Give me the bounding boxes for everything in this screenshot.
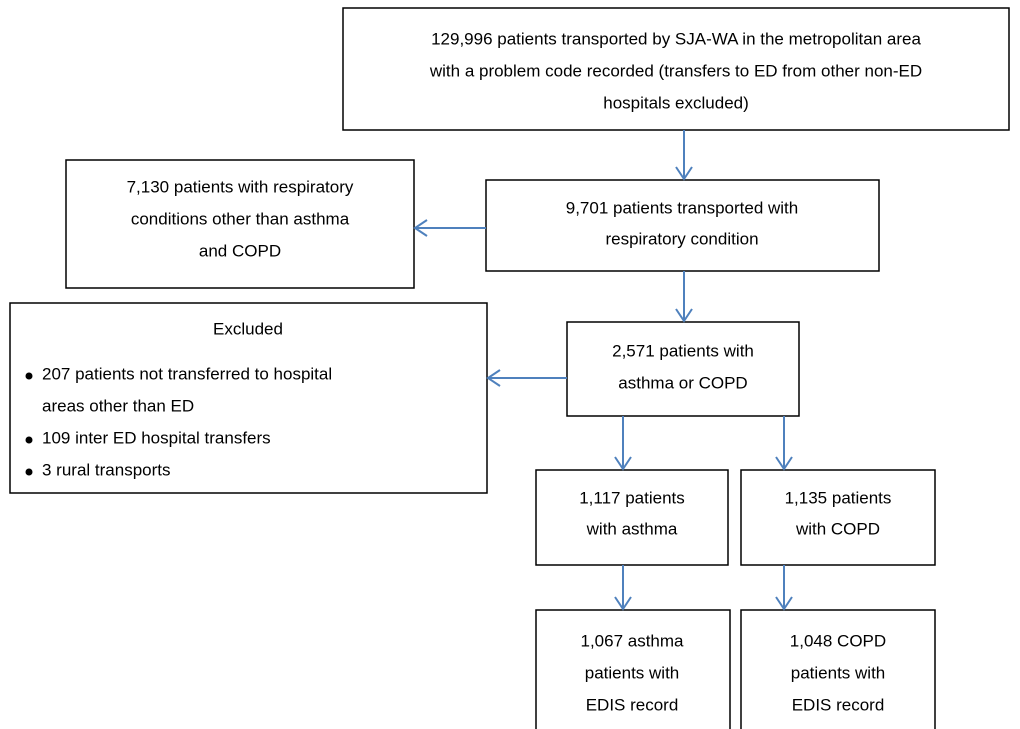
node-text: and COPD xyxy=(199,241,281,260)
node-text: EDIS record xyxy=(586,695,679,714)
arrow xyxy=(675,271,693,323)
node-text: 1,067 asthma xyxy=(580,631,684,650)
box xyxy=(535,609,731,729)
node-text: hospitals excluded) xyxy=(603,93,749,112)
box xyxy=(65,159,415,289)
node-text: patients with xyxy=(791,663,886,682)
node-text: with asthma xyxy=(586,519,678,538)
node-text: 9,701 patients transported with xyxy=(566,198,798,217)
arrow xyxy=(775,416,793,471)
node-text: 2,571 patients with xyxy=(612,341,754,360)
box xyxy=(740,609,936,729)
node-text: 1,135 patients xyxy=(785,488,892,507)
arrow xyxy=(775,565,793,611)
node-text: 7,130 patients with respiratory xyxy=(127,177,354,196)
bullet xyxy=(25,468,33,476)
excluded-title: Excluded xyxy=(213,319,283,338)
excluded-item: 3 rural transports xyxy=(42,460,171,479)
excluded-item: 109 inter ED hospital transfers xyxy=(42,428,271,447)
node-text: with COPD xyxy=(795,519,880,538)
node-text: with a problem code recorded (transfers … xyxy=(429,61,922,80)
bullet xyxy=(25,436,33,444)
arrow xyxy=(614,565,632,611)
node-text: asthma or COPD xyxy=(618,373,747,392)
arrow xyxy=(675,130,693,181)
box xyxy=(9,302,488,494)
box xyxy=(535,469,729,566)
node-text: 1,048 COPD xyxy=(790,631,886,650)
arrow xyxy=(413,219,486,237)
node-text: respiratory condition xyxy=(605,229,758,248)
arrow xyxy=(614,416,632,471)
box xyxy=(485,179,880,272)
box xyxy=(566,321,800,417)
arrow xyxy=(486,369,567,387)
excluded-item: areas other than ED xyxy=(42,396,194,415)
box xyxy=(342,7,1010,131)
excluded-item: 207 patients not transferred to hospital xyxy=(42,364,332,383)
node-text: 1,117 patients xyxy=(579,488,685,507)
bullet xyxy=(25,372,33,380)
node-text: 129,996 patients transported by SJA-WA i… xyxy=(431,29,921,48)
node-text: patients with xyxy=(585,663,680,682)
node-text: conditions other than asthma xyxy=(131,209,350,228)
node-text: EDIS record xyxy=(792,695,885,714)
box xyxy=(740,469,936,566)
